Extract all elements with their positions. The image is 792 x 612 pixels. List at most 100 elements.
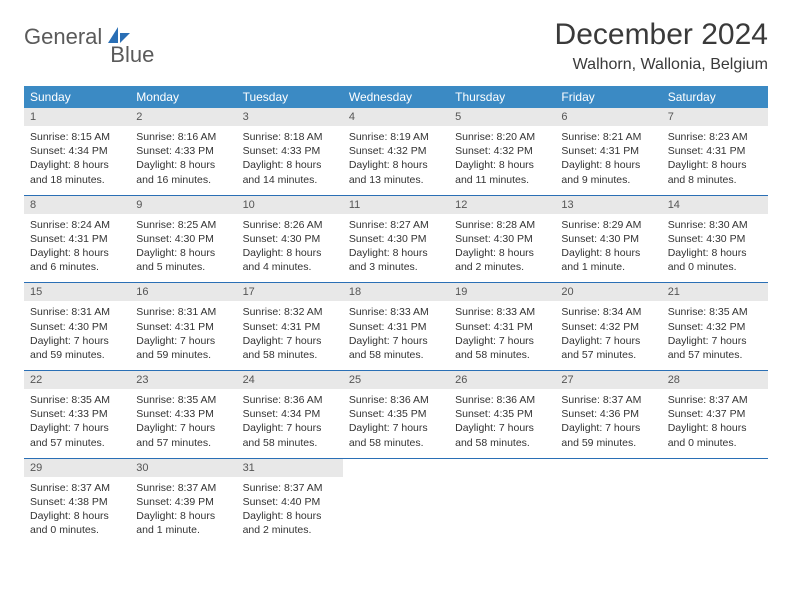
day-details: Sunrise: 8:25 AMSunset: 4:30 PMDaylight:…	[130, 214, 236, 283]
day-number: 24	[237, 371, 343, 389]
sunrise-line: Sunrise: 8:16 AM	[136, 130, 230, 144]
calendar-day-cell: 24Sunrise: 8:36 AMSunset: 4:34 PMDayligh…	[237, 371, 343, 459]
sunrise-line: Sunrise: 8:27 AM	[349, 218, 443, 232]
daylight-line: Daylight: 8 hours and 1 minute.	[561, 246, 655, 274]
weekday-header: Monday	[130, 86, 236, 108]
day-number: 8	[24, 196, 130, 214]
sunrise-line: Sunrise: 8:30 AM	[668, 218, 762, 232]
sunrise-line: Sunrise: 8:35 AM	[668, 305, 762, 319]
daylight-line: Daylight: 7 hours and 59 minutes.	[136, 334, 230, 362]
day-details: Sunrise: 8:16 AMSunset: 4:33 PMDaylight:…	[130, 126, 236, 195]
calendar-week-row: 1Sunrise: 8:15 AMSunset: 4:34 PMDaylight…	[24, 108, 768, 195]
daylight-line: Daylight: 7 hours and 57 minutes.	[136, 421, 230, 449]
sunrise-line: Sunrise: 8:37 AM	[561, 393, 655, 407]
day-details: Sunrise: 8:21 AMSunset: 4:31 PMDaylight:…	[555, 126, 661, 195]
sunrise-line: Sunrise: 8:37 AM	[243, 481, 337, 495]
day-number: 26	[449, 371, 555, 389]
sunrise-line: Sunrise: 8:37 AM	[136, 481, 230, 495]
calendar-day-cell: 10Sunrise: 8:26 AMSunset: 4:30 PMDayligh…	[237, 195, 343, 283]
day-number: 16	[130, 283, 236, 301]
day-number: 12	[449, 196, 555, 214]
sunrise-line: Sunrise: 8:36 AM	[349, 393, 443, 407]
day-number: 31	[237, 459, 343, 477]
day-details: Sunrise: 8:36 AMSunset: 4:34 PMDaylight:…	[237, 389, 343, 458]
day-number: 29	[24, 459, 130, 477]
day-number: 23	[130, 371, 236, 389]
calendar-day-cell: 11Sunrise: 8:27 AMSunset: 4:30 PMDayligh…	[343, 195, 449, 283]
calendar-day-cell: 19Sunrise: 8:33 AMSunset: 4:31 PMDayligh…	[449, 283, 555, 371]
sunrise-line: Sunrise: 8:37 AM	[668, 393, 762, 407]
day-details: Sunrise: 8:37 AMSunset: 4:36 PMDaylight:…	[555, 389, 661, 458]
calendar-day-cell: 5Sunrise: 8:20 AMSunset: 4:32 PMDaylight…	[449, 108, 555, 195]
sunset-line: Sunset: 4:30 PM	[349, 232, 443, 246]
daylight-line: Daylight: 7 hours and 57 minutes.	[668, 334, 762, 362]
daylight-line: Daylight: 7 hours and 58 minutes.	[349, 421, 443, 449]
day-details: Sunrise: 8:29 AMSunset: 4:30 PMDaylight:…	[555, 214, 661, 283]
day-number: 30	[130, 459, 236, 477]
day-details: Sunrise: 8:24 AMSunset: 4:31 PMDaylight:…	[24, 214, 130, 283]
sunset-line: Sunset: 4:34 PM	[243, 407, 337, 421]
sunrise-line: Sunrise: 8:20 AM	[455, 130, 549, 144]
sunset-line: Sunset: 4:31 PM	[668, 144, 762, 158]
calendar-day-cell: 29Sunrise: 8:37 AMSunset: 4:38 PMDayligh…	[24, 458, 130, 545]
sunset-line: Sunset: 4:33 PM	[30, 407, 124, 421]
sunrise-line: Sunrise: 8:23 AM	[668, 130, 762, 144]
brand-word-1: General	[24, 24, 102, 50]
calendar-day-cell: 6Sunrise: 8:21 AMSunset: 4:31 PMDaylight…	[555, 108, 661, 195]
calendar-table: SundayMondayTuesdayWednesdayThursdayFrid…	[24, 86, 768, 545]
brand-word-2: Blue	[110, 42, 154, 68]
daylight-line: Daylight: 8 hours and 2 minutes.	[455, 246, 549, 274]
sunrise-line: Sunrise: 8:32 AM	[243, 305, 337, 319]
sunset-line: Sunset: 4:34 PM	[30, 144, 124, 158]
weekday-header: Saturday	[662, 86, 768, 108]
daylight-line: Daylight: 7 hours and 58 minutes.	[349, 334, 443, 362]
calendar-day-cell: 30Sunrise: 8:37 AMSunset: 4:39 PMDayligh…	[130, 458, 236, 545]
page-title: December 2024	[555, 18, 768, 52]
calendar-day-cell: ..	[449, 458, 555, 545]
page-header: General Blue December 2024 Walhorn, Wall…	[24, 18, 768, 74]
day-details: Sunrise: 8:33 AMSunset: 4:31 PMDaylight:…	[343, 301, 449, 370]
day-details: Sunrise: 8:35 AMSunset: 4:32 PMDaylight:…	[662, 301, 768, 370]
daylight-line: Daylight: 8 hours and 3 minutes.	[349, 246, 443, 274]
location-text: Walhorn, Wallonia, Belgium	[555, 56, 768, 74]
sunset-line: Sunset: 4:30 PM	[561, 232, 655, 246]
daylight-line: Daylight: 7 hours and 57 minutes.	[561, 334, 655, 362]
sunrise-line: Sunrise: 8:18 AM	[243, 130, 337, 144]
day-number: 19	[449, 283, 555, 301]
day-number: 27	[555, 371, 661, 389]
calendar-day-cell: 21Sunrise: 8:35 AMSunset: 4:32 PMDayligh…	[662, 283, 768, 371]
daylight-line: Daylight: 8 hours and 16 minutes.	[136, 158, 230, 186]
brand-logo: General Blue	[24, 24, 154, 50]
daylight-line: Daylight: 8 hours and 6 minutes.	[30, 246, 124, 274]
day-number: 22	[24, 371, 130, 389]
calendar-day-cell: 31Sunrise: 8:37 AMSunset: 4:40 PMDayligh…	[237, 458, 343, 545]
day-number: 14	[662, 196, 768, 214]
sunrise-line: Sunrise: 8:28 AM	[455, 218, 549, 232]
day-number: 2	[130, 108, 236, 126]
day-number: 21	[662, 283, 768, 301]
sunset-line: Sunset: 4:39 PM	[136, 495, 230, 509]
sunrise-line: Sunrise: 8:31 AM	[136, 305, 230, 319]
day-number: 10	[237, 196, 343, 214]
day-details: Sunrise: 8:31 AMSunset: 4:31 PMDaylight:…	[130, 301, 236, 370]
sunrise-line: Sunrise: 8:26 AM	[243, 218, 337, 232]
daylight-line: Daylight: 8 hours and 0 minutes.	[668, 246, 762, 274]
day-details: Sunrise: 8:34 AMSunset: 4:32 PMDaylight:…	[555, 301, 661, 370]
day-number: 17	[237, 283, 343, 301]
day-details: Sunrise: 8:33 AMSunset: 4:31 PMDaylight:…	[449, 301, 555, 370]
day-details: Sunrise: 8:35 AMSunset: 4:33 PMDaylight:…	[130, 389, 236, 458]
sunset-line: Sunset: 4:36 PM	[561, 407, 655, 421]
sunset-line: Sunset: 4:33 PM	[136, 144, 230, 158]
daylight-line: Daylight: 7 hours and 58 minutes.	[243, 334, 337, 362]
calendar-day-cell: 3Sunrise: 8:18 AMSunset: 4:33 PMDaylight…	[237, 108, 343, 195]
calendar-week-row: 15Sunrise: 8:31 AMSunset: 4:30 PMDayligh…	[24, 283, 768, 371]
calendar-day-cell: 18Sunrise: 8:33 AMSunset: 4:31 PMDayligh…	[343, 283, 449, 371]
day-details: Sunrise: 8:32 AMSunset: 4:31 PMDaylight:…	[237, 301, 343, 370]
calendar-day-cell: 20Sunrise: 8:34 AMSunset: 4:32 PMDayligh…	[555, 283, 661, 371]
daylight-line: Daylight: 7 hours and 59 minutes.	[561, 421, 655, 449]
calendar-day-cell: 7Sunrise: 8:23 AMSunset: 4:31 PMDaylight…	[662, 108, 768, 195]
daylight-line: Daylight: 7 hours and 58 minutes.	[455, 334, 549, 362]
calendar-day-cell: 4Sunrise: 8:19 AMSunset: 4:32 PMDaylight…	[343, 108, 449, 195]
day-details: Sunrise: 8:37 AMSunset: 4:37 PMDaylight:…	[662, 389, 768, 458]
day-details: Sunrise: 8:37 AMSunset: 4:38 PMDaylight:…	[24, 477, 130, 546]
